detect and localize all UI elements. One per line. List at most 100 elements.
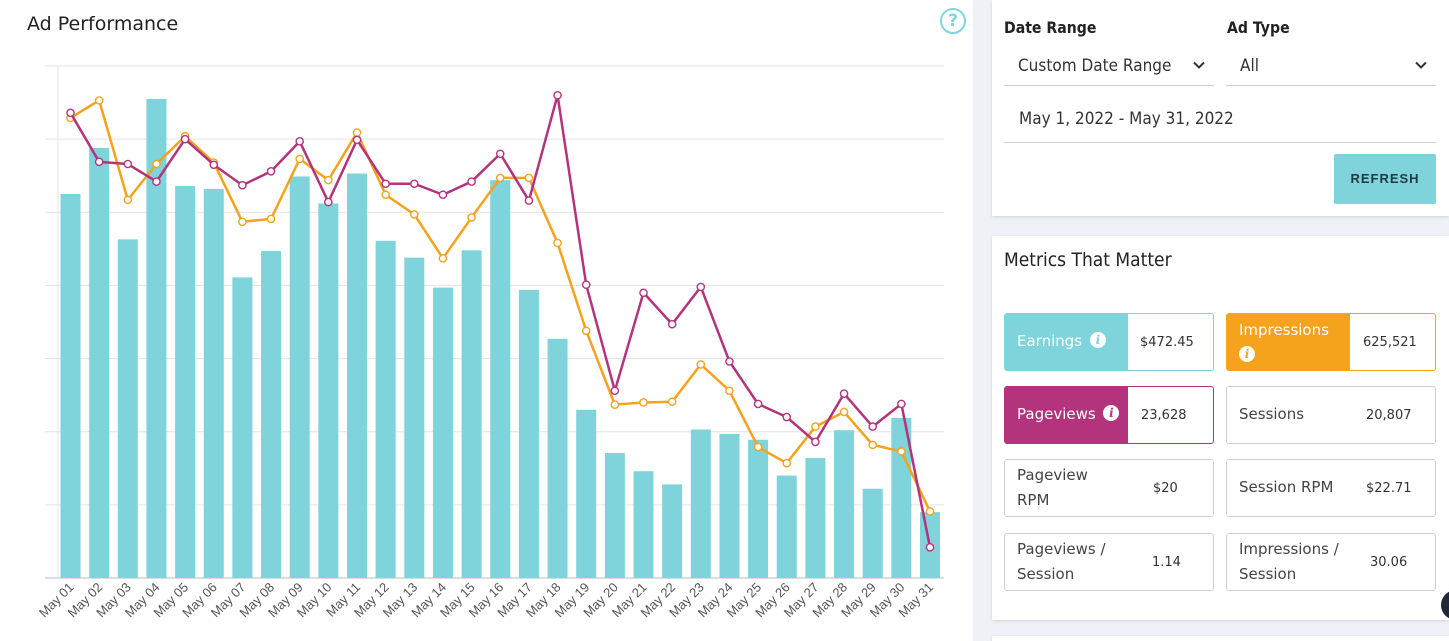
question-circle-icon[interactable]: ? <box>940 8 966 34</box>
data-point <box>811 437 820 447</box>
bar-may-21 <box>633 471 654 578</box>
ad-type-select[interactable]: All <box>1226 48 1436 86</box>
data-point <box>725 357 734 366</box>
chart-panel: Ad Performance ? May 01 May 02 May 03 May 0… <box>0 0 973 641</box>
bar-may-11 <box>347 173 367 578</box>
impressions-per-session-label: Impressions / Session <box>1239 540 1339 583</box>
pageviews-per-session-metric[interactable]: Pageviews / Session 1.14 <box>1004 533 1214 591</box>
data-point <box>180 134 190 144</box>
bar-may-16 <box>490 180 511 579</box>
pageviews-per-session-value: 1.14 <box>1152 555 1181 570</box>
data-point <box>639 288 648 298</box>
data-point <box>897 399 906 409</box>
bar-may-01 <box>60 194 81 578</box>
pageview-rpm-metric[interactable]: Pageview RPM $20 <box>1004 459 1214 517</box>
impressions-metric-header: Impressions <box>1227 314 1350 370</box>
bar-may-29 <box>862 488 883 578</box>
data-point <box>610 386 620 396</box>
session-rpm-value: $22.71 <box>1366 481 1412 496</box>
refresh-button[interactable]: REFRESH <box>1334 154 1436 204</box>
bar-may-23 <box>690 429 711 578</box>
pageviews-per-session-label: Pageviews / Session <box>1017 540 1106 583</box>
data-point <box>324 197 333 207</box>
data-point <box>696 282 706 292</box>
bar-may-10 <box>318 203 339 578</box>
next-card <box>992 636 1449 641</box>
data-point <box>381 190 390 200</box>
data-point <box>409 210 419 219</box>
bar-may-25 <box>748 439 769 578</box>
earnings-bars <box>60 98 940 579</box>
data-point <box>152 177 161 186</box>
data-point <box>524 173 534 183</box>
series-lines <box>66 90 935 552</box>
bar-may-12 <box>375 240 396 578</box>
chevron-down-icon <box>1193 61 1205 69</box>
data-point <box>238 217 247 227</box>
bar-may-15 <box>461 250 482 578</box>
pageviews-metric-header: Pageviews <box>1005 387 1128 443</box>
date-range-select[interactable]: Custom Date Range <box>1004 48 1214 86</box>
bar-may-30 <box>891 417 912 578</box>
bar-may-04 <box>146 98 167 579</box>
bar-may-14 <box>432 287 453 578</box>
impressions-metric[interactable]: Impressions 625,521 <box>1226 313 1436 371</box>
bar-may-20 <box>604 452 625 578</box>
data-point <box>868 440 878 450</box>
bar-may-06 <box>203 188 224 578</box>
bar-may-24 <box>719 433 740 578</box>
bar-may-18 <box>547 338 568 578</box>
earnings-value: $472.45 <box>1140 335 1194 350</box>
date-range-value: Custom Date Range <box>1018 56 1172 76</box>
bar-may-05 <box>175 185 196 578</box>
data-point <box>238 180 247 190</box>
bar-may-02 <box>89 147 110 579</box>
pageview-rpm-value: $20 <box>1153 481 1178 496</box>
date-range-field[interactable]: May 1, 2022 - May 31, 2022 <box>1004 103 1436 143</box>
data-point <box>868 422 878 431</box>
sessions-label: Sessions <box>1239 405 1305 423</box>
data-point <box>667 397 677 407</box>
data-point <box>667 319 677 329</box>
session-rpm-metric[interactable]: Session RPM $22.71 <box>1226 459 1436 517</box>
info-icon[interactable] <box>1103 405 1120 421</box>
data-point <box>152 159 161 169</box>
data-point <box>782 412 792 422</box>
line-series-2 <box>66 90 935 552</box>
bar-may-17 <box>518 289 539 578</box>
pageviews-metric[interactable]: Pageviews 23,628 <box>1004 386 1214 444</box>
session-rpm-label: Session RPM <box>1239 478 1334 496</box>
data-point <box>925 542 935 552</box>
chat-bubble-icon[interactable] <box>1441 590 1449 620</box>
data-point <box>524 196 534 205</box>
data-point <box>438 190 448 200</box>
sessions-metric[interactable]: Sessions 20,807 <box>1226 386 1436 444</box>
bar-may-07 <box>232 277 253 578</box>
data-point <box>467 213 476 222</box>
data-point <box>610 400 620 409</box>
data-point <box>811 422 820 431</box>
bar-may-26 <box>776 475 797 578</box>
date-range-label: Date Range <box>1004 18 1097 37</box>
ad-type-value: All <box>1240 56 1259 76</box>
info-icon[interactable] <box>1239 346 1255 362</box>
data-point <box>553 90 562 100</box>
earnings-metric[interactable]: Earnings $472.45 <box>1004 313 1214 371</box>
data-point <box>266 214 276 224</box>
data-point <box>94 96 104 105</box>
data-point <box>581 280 591 289</box>
data-point <box>753 442 763 452</box>
info-icon[interactable] <box>1089 332 1106 348</box>
data-point <box>381 179 390 189</box>
bar-may-28 <box>834 430 855 578</box>
bar-may-09 <box>289 176 310 578</box>
chart-title: Ad Performance <box>27 13 179 35</box>
data-point <box>438 254 448 263</box>
data-point <box>66 108 75 118</box>
earnings-label: Earnings <box>1017 329 1106 354</box>
impressions-per-session-metric[interactable]: Impressions / Session 30.06 <box>1226 533 1436 591</box>
data-point <box>295 137 305 146</box>
data-point <box>209 160 219 170</box>
